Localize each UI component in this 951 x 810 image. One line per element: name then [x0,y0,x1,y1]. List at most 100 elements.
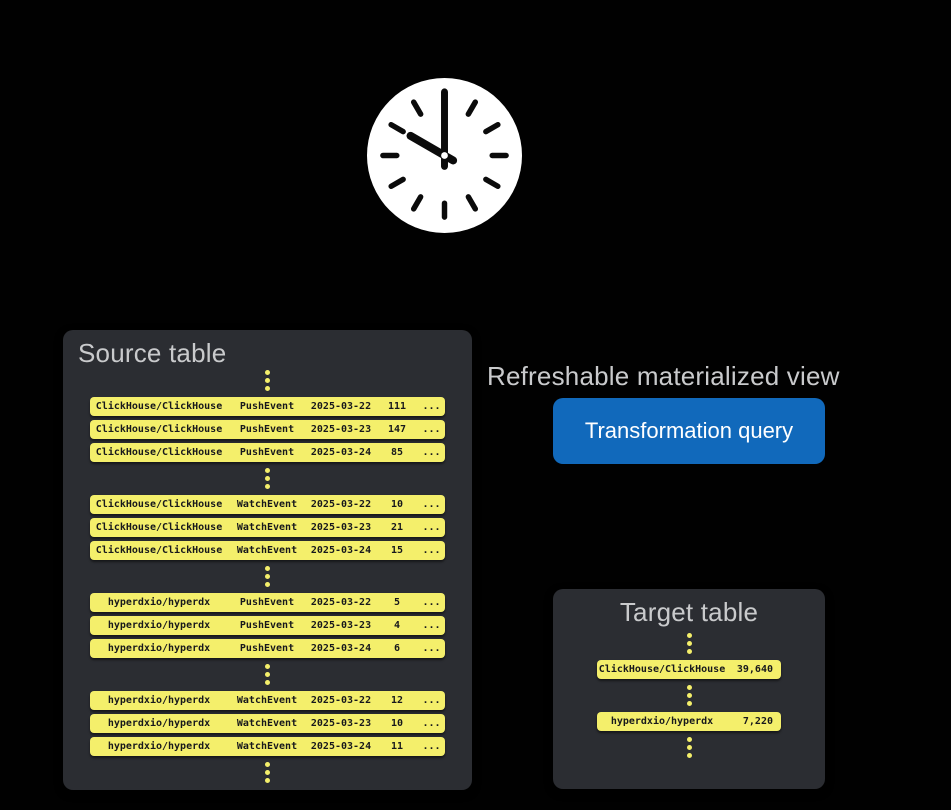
source-table-cell: 10 [390,499,404,510]
dot [686,685,692,690]
dot [265,664,270,669]
source-table-cell: PushEvent [239,597,295,608]
ellipsis-dots [265,566,270,587]
source-table-row: ClickHouse/ClickHouse WatchEvent 2025-03-2… [90,541,445,560]
target-row-name: hyperdxio/hyperdx [610,716,714,727]
source-table-cell: ... [422,499,441,510]
source-table-row: ClickHouse/ClickHouse WatchEvent 2025-03-2… [90,495,445,514]
source-table-cell: 2025-03-23 [310,522,372,533]
source-table-panel: Source table ClickHouse/ClickHouse PushEv… [63,330,472,790]
source-table-cell: WatchEvent [236,741,298,752]
dot [265,778,270,783]
ellipsis-dots [686,633,692,654]
source-table-cell: ... [422,545,441,556]
source-table-cell: 10 [390,718,404,729]
source-table-cell: ClickHouse/ClickHouse [95,499,223,510]
source-table-row: ClickHouse/ClickHouse PushEvent 2025-03-23… [90,420,445,439]
ellipsis-dots [686,685,692,706]
clock-icon [366,77,523,234]
source-table-cell: 2025-03-23 [310,620,372,631]
clock-face [366,77,523,234]
source-table-row: hyperdxio/hyperdx WatchEvent 2025-03-24 11.… [90,737,445,756]
source-table-row: ClickHouse/ClickHouse WatchEvent 2025-03-2… [90,518,445,537]
source-table-cell: ClickHouse/ClickHouse [95,545,223,556]
source-table-cell: 5 [393,597,401,608]
ellipsis-dots [265,370,270,391]
source-table-cell: hyperdxio/hyperdx [107,741,211,752]
source-table-body: ClickHouse/ClickHouse PushEvent 2025-03-22… [63,366,472,790]
dot [686,701,692,706]
dot [265,476,270,481]
source-table-cell: 2025-03-23 [310,424,372,435]
source-table-cell: 2025-03-22 [310,401,372,412]
source-table-cell: 12 [390,695,404,706]
source-table-cell: PushEvent [239,620,295,631]
source-table-cell: 111 [387,401,407,412]
dot [265,574,270,579]
dot [686,737,692,742]
source-table-cell: hyperdxio/hyperdx [107,695,211,706]
source-table-cell: 2025-03-24 [310,447,372,458]
source-table-cell: 2025-03-24 [310,545,372,556]
source-table-row: hyperdxio/hyperdx PushEvent 2025-03-24 6... [90,639,445,658]
transformation-query-button[interactable]: Transformation query [553,398,825,464]
target-table-body: ClickHouse/ClickHouse 39,640 hyperdxio/hyp… [553,629,825,789]
source-table-cell: ... [422,695,441,706]
source-table-cell: WatchEvent [236,522,298,533]
source-table-row: hyperdxio/hyperdx PushEvent 2025-03-23 4... [90,616,445,635]
source-table-cell: ... [422,718,441,729]
dot [265,566,270,571]
ellipsis-dots [265,664,270,685]
source-table-cell: hyperdxio/hyperdx [107,620,211,631]
source-table-cell: ... [422,741,441,752]
source-table-cell: ... [422,447,441,458]
source-table-cell: ClickHouse/ClickHouse [95,401,223,412]
target-row-name: ClickHouse/ClickHouse [598,664,726,675]
source-table-cell: WatchEvent [236,718,298,729]
dot [686,633,692,638]
source-table-cell: ... [422,597,441,608]
dot [265,770,270,775]
dot [265,762,270,767]
source-table-cell: ClickHouse/ClickHouse [95,522,223,533]
source-table-row: hyperdxio/hyperdx PushEvent 2025-03-22 5... [90,593,445,612]
source-table-cell: PushEvent [239,447,295,458]
ellipsis-dots [686,737,692,758]
source-table-cell: ... [422,522,441,533]
dot [265,680,270,685]
source-table-cell: ... [422,424,441,435]
dot [686,693,692,698]
source-table-cell: ... [422,401,441,412]
target-table-row: ClickHouse/ClickHouse 39,640 [597,660,781,679]
dot [265,378,270,383]
dot [265,386,270,391]
dot [686,649,692,654]
source-table-cell: ... [422,643,441,654]
source-table-cell: PushEvent [239,424,295,435]
source-table-cell: PushEvent [239,401,295,412]
source-table-cell: 2025-03-24 [310,643,372,654]
source-table-cell: ClickHouse/ClickHouse [95,447,223,458]
target-table-panel: Target table ClickHouse/ClickHouse 39,640… [553,589,825,789]
source-table-cell: ... [422,620,441,631]
target-table-title: Target table [619,597,759,627]
target-row-value: 7,220 [742,716,773,727]
source-table-row: hyperdxio/hyperdx WatchEvent 2025-03-22 12.… [90,691,445,710]
dot [265,582,270,587]
ellipsis-dots [265,468,270,489]
source-table-cell: 2025-03-24 [310,741,372,752]
source-table-cell: 15 [390,545,404,556]
source-table-cell: 21 [390,522,404,533]
ellipsis-dots [265,762,270,783]
source-table-row: ClickHouse/ClickHouse PushEvent 2025-03-24… [90,443,445,462]
source-table-cell: 85 [390,447,404,458]
source-table-cell: 4 [393,620,401,631]
dot [686,753,692,758]
source-table-title: Source table [78,338,227,368]
source-table-row: hyperdxio/hyperdx WatchEvent 2025-03-23 10.… [90,714,445,733]
dot [265,370,270,375]
source-table-cell: WatchEvent [236,499,298,510]
source-table-cell: PushEvent [239,643,295,654]
source-table-cell: 2025-03-22 [310,695,372,706]
